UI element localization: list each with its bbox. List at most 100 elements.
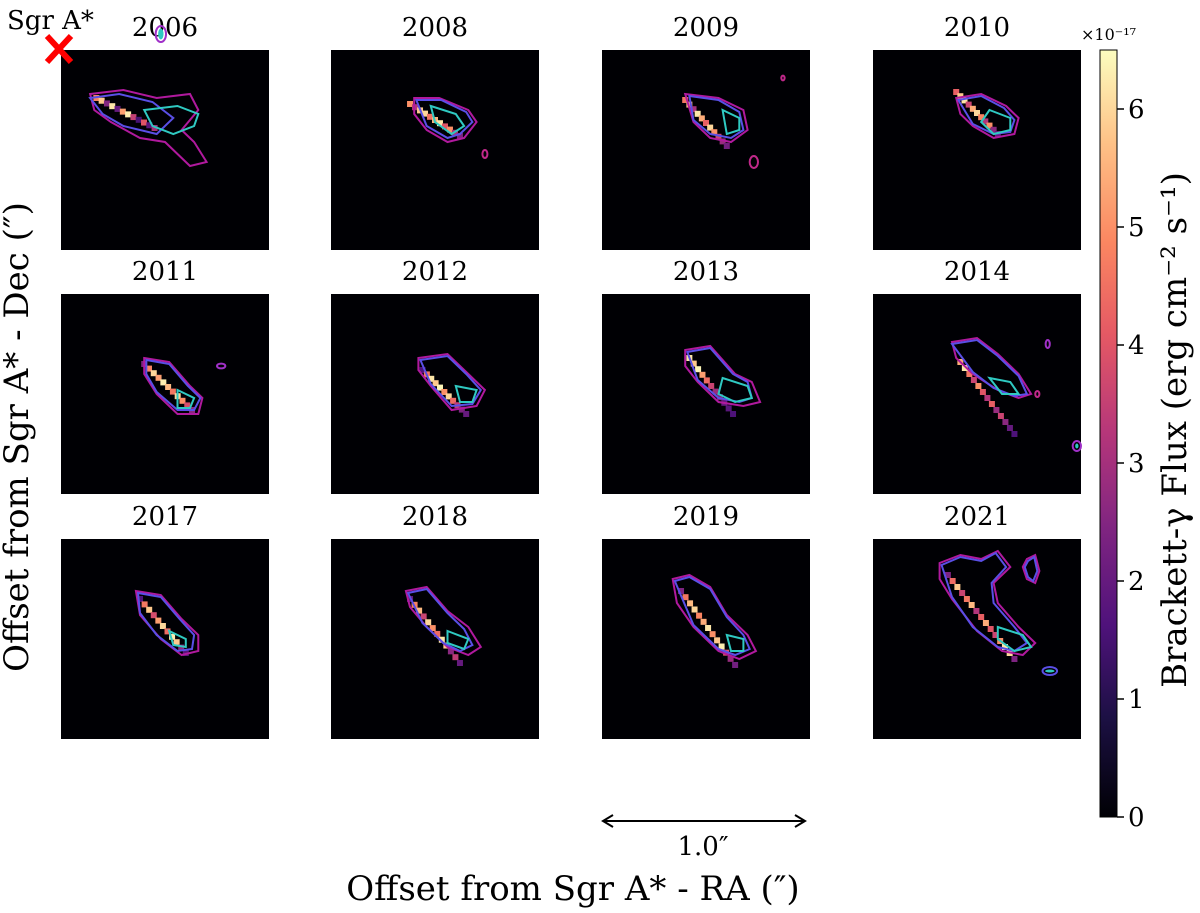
panel-2017: 2017 — [61, 502, 269, 739]
scale-bar-label: 1.0″ — [677, 832, 728, 862]
emission-pixel — [705, 625, 712, 631]
panel-background — [331, 50, 539, 250]
emission-pixel — [949, 578, 956, 584]
colorbar-ticks: 0 1 2 3 4 5 6 — [1117, 95, 1145, 833]
flux-contour — [143, 356, 204, 415]
emission-pixel — [436, 120, 443, 127]
emission-pixel — [103, 100, 110, 107]
emission-pixel — [146, 606, 153, 613]
panel-2018: 2018 — [331, 502, 539, 739]
emission-pixel — [155, 617, 162, 624]
emission-pixel — [427, 113, 434, 120]
emission-pixel — [1001, 644, 1008, 650]
emission-pixel — [696, 612, 703, 619]
flux-contour — [404, 585, 483, 657]
emission-blob — [216, 362, 227, 370]
emission-pixel — [179, 397, 186, 404]
emission-pixel — [988, 401, 995, 407]
emission-pixel — [979, 389, 986, 395]
emission-blob — [1034, 390, 1041, 398]
panel-2021: 2021 — [873, 502, 1081, 739]
emission-pixel — [1011, 656, 1018, 662]
emission-pixel — [959, 590, 966, 596]
colorbar-label: Brackett-γ Flux (erg cm⁻² s⁻¹) — [1155, 172, 1195, 688]
emission-pixel — [961, 97, 968, 104]
emission-pixel — [974, 110, 980, 116]
flux-contour — [142, 104, 200, 136]
flux-contour — [1021, 553, 1041, 585]
panel-title: 2013 — [673, 257, 739, 287]
scale-bar-arrow — [601, 814, 807, 828]
flux-contour — [684, 344, 762, 408]
emission-pixel — [441, 389, 448, 395]
panel-background — [61, 539, 269, 739]
emission-pixel — [699, 371, 706, 378]
panel-content — [417, 352, 487, 417]
panel-content — [938, 549, 1059, 676]
emission-pixel — [961, 365, 968, 371]
flux-contour — [987, 376, 1021, 395]
emission-pixel — [708, 383, 715, 389]
colorbar-multiplier: ×10⁻¹⁷ — [1081, 25, 1136, 44]
panel-background — [873, 539, 1081, 739]
colorbar-tick-label: 1 — [1128, 685, 1145, 715]
emission-pixel — [463, 411, 470, 417]
emission-pixel — [965, 101, 972, 108]
flux-contour — [950, 338, 1029, 398]
emission-pixel — [125, 111, 132, 118]
emission-pixel — [963, 596, 970, 602]
emission-pixel — [968, 602, 975, 608]
emission-pixel — [987, 626, 994, 632]
emission-pixel — [984, 395, 991, 401]
emission-pixel — [114, 105, 121, 112]
emission-pixel — [978, 114, 985, 121]
colorbar-tick-label: 2 — [1128, 567, 1145, 597]
panel-background — [602, 294, 810, 494]
emission-pixel — [698, 115, 705, 122]
emission-blob — [154, 25, 168, 43]
panel-background — [61, 50, 269, 250]
panel-title: 2011 — [132, 257, 198, 287]
emission-pixel — [716, 394, 723, 401]
panel-background — [61, 294, 269, 494]
emission-pixel — [184, 402, 191, 409]
emission-pixel — [150, 612, 157, 619]
emission-pixel — [954, 584, 961, 590]
panel-2019: 2019 — [602, 502, 810, 739]
colorbar-tick-label: 4 — [1128, 331, 1145, 361]
panel-content — [404, 585, 483, 666]
emission-pixel — [973, 608, 980, 614]
emission-pixel — [957, 93, 964, 100]
emission-pixel — [1002, 419, 1009, 425]
emission-pixel — [169, 633, 176, 640]
emission-pixel — [944, 572, 951, 578]
flux-contour — [940, 551, 1029, 653]
panel-content — [953, 89, 1020, 140]
emission-pixel — [953, 89, 960, 95]
emission-blob — [748, 155, 760, 169]
colorbar-tick-label: 6 — [1128, 95, 1145, 125]
emission-pixel — [434, 630, 441, 637]
emission-pixel — [146, 122, 153, 129]
panel-content — [134, 589, 200, 657]
emission-pixel — [145, 365, 152, 372]
panel-background — [602, 50, 810, 250]
panel-2012: 2012 — [331, 257, 539, 494]
colorbar-tick-label: 0 — [1128, 803, 1145, 833]
emission-blob-core — [1045, 669, 1055, 673]
emission-pixel — [98, 97, 105, 104]
flux-contour — [725, 633, 745, 652]
panel-title: 2021 — [944, 502, 1010, 532]
emission-pixel — [445, 393, 452, 400]
emission-pixel — [723, 143, 730, 149]
emission-pixel — [970, 377, 977, 383]
emission-pixel — [428, 375, 435, 382]
emission-pixel — [436, 384, 443, 391]
emission-pixel — [997, 413, 1004, 419]
emission-pixel — [711, 129, 718, 136]
emission-pixel — [119, 108, 126, 115]
emission-pixel — [425, 619, 432, 626]
emission-pixel — [429, 625, 436, 632]
emission-pixel — [982, 620, 989, 626]
panel-2008: 2008 — [331, 13, 539, 250]
